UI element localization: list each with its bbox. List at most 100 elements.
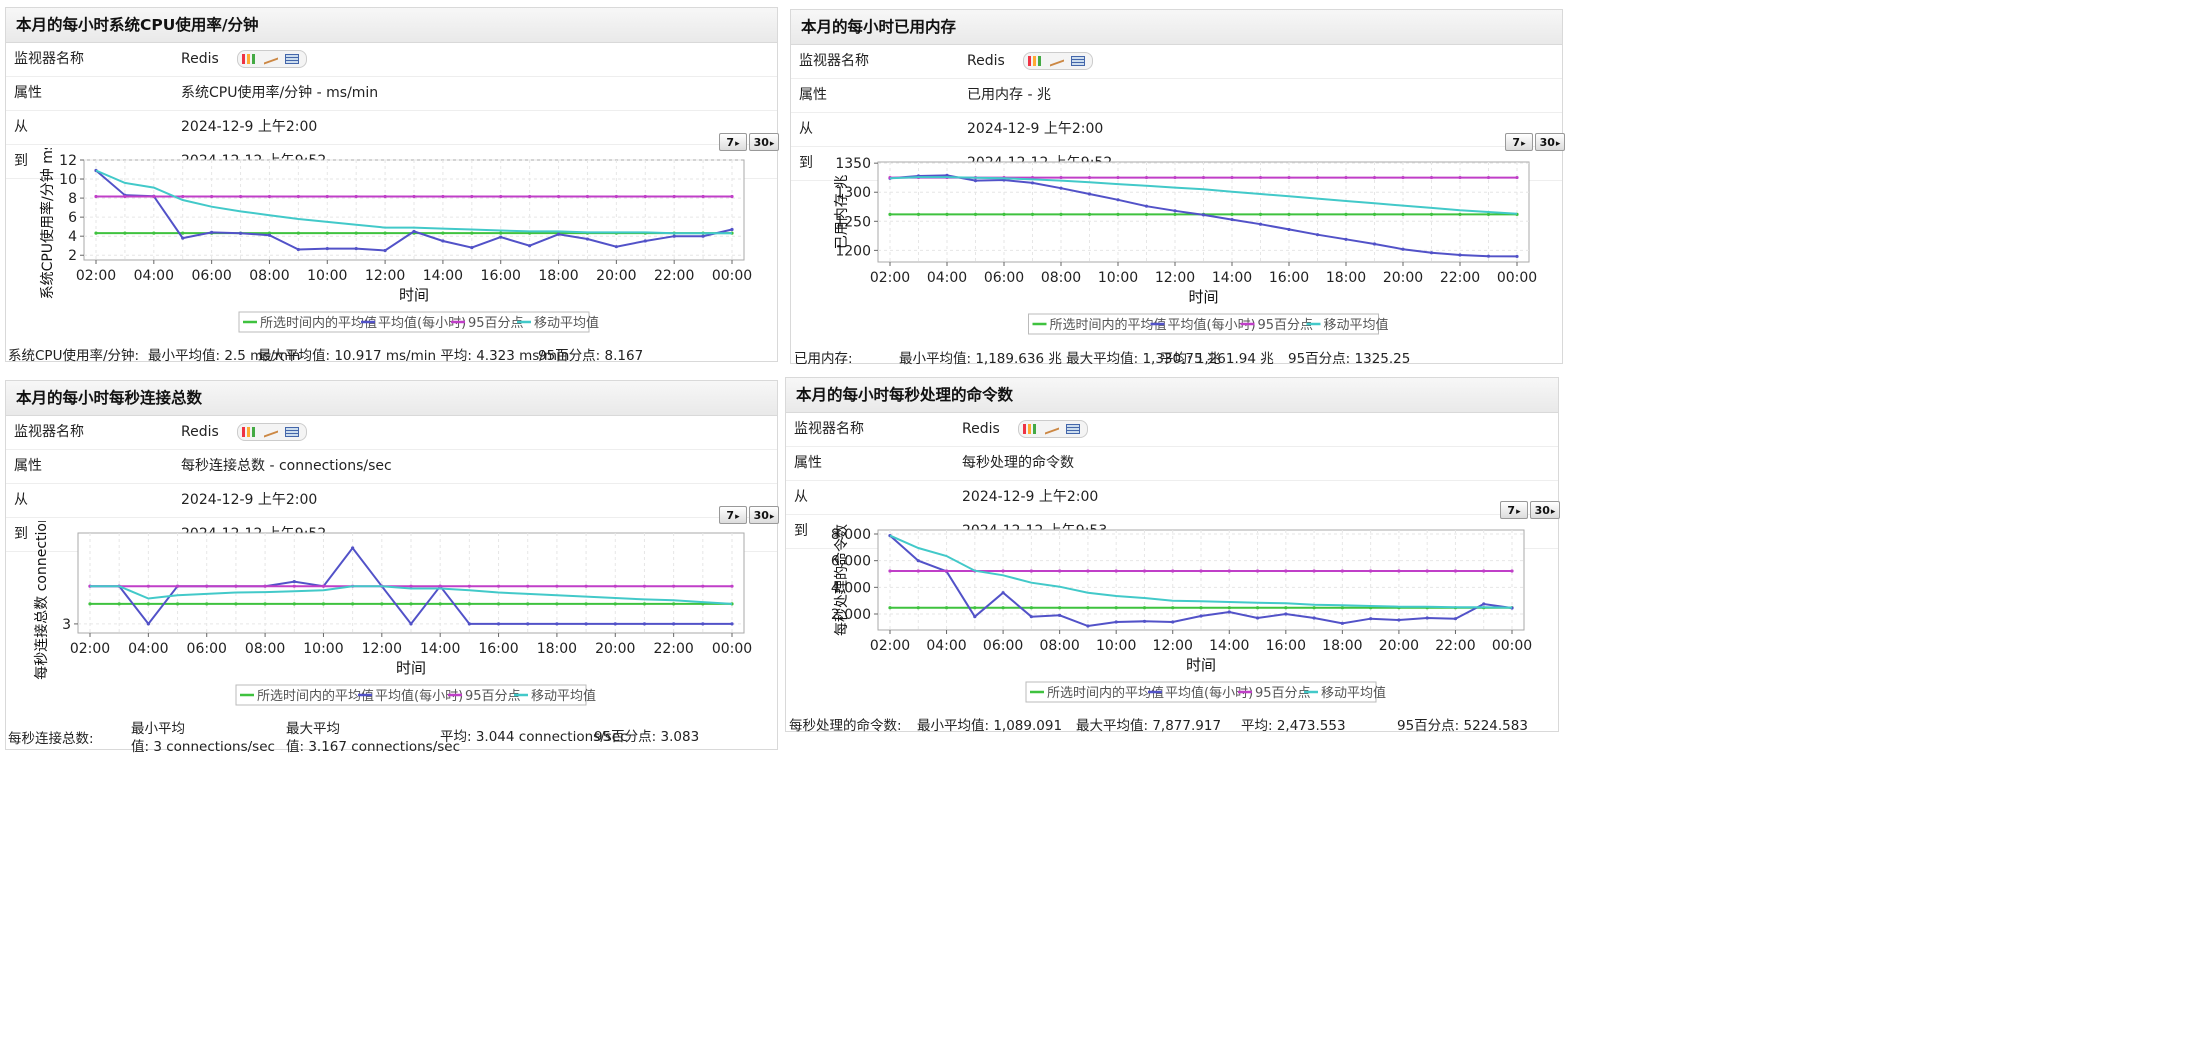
data-point (470, 194, 474, 199)
x-tick-label: 00:00 (712, 268, 752, 284)
moving-avg-line (889, 176, 1518, 215)
data-point (1486, 212, 1491, 216)
x-tick-label: 08:00 (1041, 270, 1081, 286)
from-value: 2024-12-9 上午2:00 (181, 119, 318, 135)
bar-chart-icon[interactable] (1028, 56, 1043, 66)
from-row: 从 2024-12-9 上午2:00 (6, 484, 777, 518)
legend-label: 移动平均值 (1324, 317, 1389, 333)
data-point (1458, 175, 1462, 180)
btn-30-days[interactable]: 30 (1535, 133, 1565, 151)
data-point (1059, 175, 1063, 180)
monitor-label: 监视器名称 (14, 424, 84, 440)
data-point (701, 622, 705, 626)
data-point (1116, 175, 1120, 180)
btn-30-days[interactable]: 30 (749, 133, 779, 151)
data-point (380, 602, 384, 606)
line-chart-icon[interactable] (264, 51, 279, 65)
chart-type-icons[interactable] (1018, 420, 1089, 438)
line-chart-icon[interactable] (264, 424, 279, 438)
data-point (499, 235, 503, 239)
x-tick-label: 18:00 (538, 268, 578, 284)
table-icon[interactable] (1071, 56, 1086, 66)
table-icon[interactable] (285, 54, 300, 64)
data-point (175, 584, 180, 588)
data-point (1059, 212, 1063, 216)
bar-chart-icon[interactable] (1023, 424, 1038, 434)
line-chart-icon[interactable] (1050, 53, 1065, 67)
data-point (1116, 212, 1120, 216)
data-point (1315, 212, 1320, 216)
data-point (1230, 217, 1234, 222)
data-point (1372, 175, 1377, 180)
data-point (1030, 212, 1035, 216)
y-tick-label: 8 (68, 191, 77, 207)
chart-type-icons[interactable] (237, 50, 308, 68)
stats-avg: 平均: 3.044 connections/sec (440, 729, 628, 745)
data-point (210, 230, 214, 234)
data-point (351, 546, 355, 550)
legend (1025, 681, 1377, 703)
data-point (701, 234, 705, 238)
stats-max: 最大平均值: 7,877.917 (1076, 718, 1222, 734)
data-point (888, 569, 892, 573)
x-tick-label: 10:00 (1098, 270, 1138, 286)
y-tick-label: 2,000 (831, 607, 871, 623)
monitor-name-link[interactable]: Redis (967, 53, 1005, 69)
data-point (945, 212, 949, 216)
legend-label: 所选时间内的平均值 (257, 688, 374, 704)
data-point (613, 584, 617, 588)
data-point (1087, 212, 1092, 216)
data-point (1255, 569, 1260, 573)
legend-label: 平均值(每小时) (1168, 317, 1256, 333)
from-value: 2024-12-9 上午2:00 (962, 489, 1099, 505)
data-point (613, 602, 617, 606)
data-point (528, 244, 532, 248)
data-point (672, 234, 676, 238)
data-point (152, 194, 156, 199)
to-label: 到 (14, 153, 28, 169)
to-label: 到 (799, 155, 813, 171)
data-point (1002, 212, 1006, 216)
monitor-name-link[interactable]: Redis (181, 424, 219, 440)
data-point (470, 231, 474, 235)
data-point (1255, 606, 1260, 610)
monitor-name-link[interactable]: Redis (181, 51, 219, 67)
data-point (1059, 186, 1063, 190)
line-chart-icon[interactable] (1045, 421, 1060, 435)
data-point (354, 194, 358, 199)
btn-7-days[interactable]: 7 (719, 133, 747, 151)
chart-type-icons[interactable] (237, 423, 308, 441)
data-point (1344, 175, 1348, 180)
to-label: 到 (14, 526, 28, 542)
monitor-name-link[interactable]: Redis (962, 421, 1000, 437)
data-point (1340, 621, 1344, 625)
btn-7-days[interactable]: 7 (1500, 501, 1528, 519)
bar-chart-icon[interactable] (242, 427, 257, 437)
data-point (1058, 613, 1062, 617)
data-point (1171, 569, 1175, 573)
data-point (973, 179, 978, 183)
x-tick-label: 08:00 (1039, 638, 1079, 654)
btn-7-days[interactable]: 7 (719, 506, 747, 524)
data-point (123, 194, 127, 199)
table-icon[interactable] (1066, 424, 1081, 434)
data-point (1114, 569, 1118, 573)
table-icon[interactable] (285, 427, 300, 437)
data-point (1086, 624, 1090, 628)
stats-p95: 95百分点: 3.083 (594, 729, 700, 745)
data-point (1515, 175, 1519, 180)
attribute-value: 每秒连接总数 - connections/sec (181, 458, 392, 474)
data-point (296, 247, 300, 252)
y-axis-label: 系统CPU使用率/分钟 ms/mi (39, 148, 56, 299)
btn-30-days[interactable]: 30 (749, 506, 779, 524)
data-point (1425, 616, 1429, 620)
data-point (1315, 233, 1320, 237)
chart-type-icons[interactable] (1023, 52, 1094, 70)
btn-30-days[interactable]: 30 (1530, 501, 1560, 519)
btn-7-days[interactable]: 7 (1505, 133, 1533, 151)
data-point (973, 615, 977, 619)
data-point (1227, 569, 1231, 573)
bar-chart-icon[interactable] (242, 54, 257, 64)
attribute-row: 属性 已用内存 - 兆 (791, 79, 1562, 113)
stats-row: 每秒连接总数: 最小平均 值: 3 connections/sec 最大平均 值… (8, 717, 768, 755)
